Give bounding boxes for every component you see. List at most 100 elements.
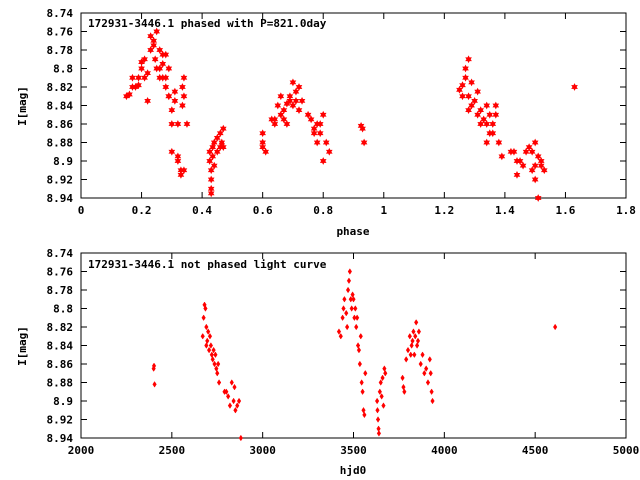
phased-data-point: [179, 83, 186, 91]
phased-y-tick-label: 8.82: [47, 81, 74, 94]
unphased-data-point: [232, 383, 237, 391]
phased-x-tick-label: 0.4: [192, 204, 212, 217]
unphased-y-tick-label: 8.74: [47, 247, 74, 260]
unphased-data-point: [344, 309, 349, 317]
unphased-y-tick-label: 8.76: [47, 266, 74, 279]
unphased-data-point: [383, 369, 388, 377]
phased-data-point: [280, 106, 288, 114]
phased-data-point: [534, 194, 542, 202]
phased-data-point: [289, 101, 297, 110]
phased-data-point: [162, 83, 170, 91]
phased-data-point: [292, 87, 300, 96]
unphased-data-point: [336, 328, 342, 335]
unphased-data-point: [351, 295, 356, 303]
phased-data-point: [209, 143, 217, 151]
phased-data-point: [465, 106, 472, 114]
unphased-y-tick-label: 8.9: [53, 395, 73, 408]
phased-data-point: [462, 73, 469, 82]
unphased-data-point: [206, 328, 211, 335]
unphased-data-point: [410, 337, 415, 345]
phased-x-tick-label: 1.6: [556, 204, 576, 217]
unphased-data-points: [151, 268, 558, 442]
unphased-x-tick-label: 2000: [68, 444, 95, 457]
phased-data-point: [498, 152, 506, 161]
phased-data-point: [286, 97, 294, 105]
phased-data-point: [307, 115, 315, 124]
unphased-data-point: [420, 351, 425, 359]
unphased-data-point: [338, 332, 343, 340]
phased-data-point: [540, 166, 548, 175]
phased-data-point: [180, 73, 188, 82]
phased-data-point: [259, 129, 266, 138]
unphased-data-point: [424, 365, 429, 372]
unphased-data-point: [411, 328, 416, 335]
phased-chart-ticks: [80, 12, 627, 199]
phased-data-point: [162, 50, 170, 59]
phased-x-tick-label: 0.8: [313, 204, 333, 217]
unphased-data-point: [380, 374, 385, 382]
unphased-data-point: [414, 319, 419, 326]
unphased-data-point: [226, 393, 231, 400]
unphased-data-point: [207, 332, 213, 340]
phased-data-point: [216, 129, 224, 138]
unphased-data-point: [358, 332, 363, 340]
phased-x-tick-label: 1.2: [434, 204, 454, 217]
phased-data-point: [183, 120, 191, 128]
phased-y-tick-label: 8.78: [47, 44, 74, 57]
phased-data-point: [168, 120, 176, 128]
phased-data-point: [165, 92, 173, 101]
unphased-data-point: [216, 360, 221, 368]
unphased-data-point: [428, 369, 433, 377]
phased-data-point: [304, 110, 312, 119]
phased-y-tick-labels: 8.74 8.76 8.78 8.8 8.82 8.84 8.86 8.88 8.9 8.92 8.…: [47, 7, 74, 205]
phased-data-point: [480, 115, 488, 124]
phased-data-point: [262, 147, 270, 156]
phased-data-point: [492, 110, 500, 119]
phased-data-point: [168, 106, 176, 114]
phased-y-tick-label: 8.94: [47, 192, 74, 205]
unphased-data-point: [345, 323, 350, 331]
phased-data-point: [360, 138, 368, 147]
phased-x-tick-label: 0.2: [132, 204, 152, 217]
phased-data-point: [483, 138, 491, 147]
phased-data-point: [207, 189, 215, 198]
unphased-y-tick-label: 8.84: [47, 340, 74, 353]
phased-data-point: [174, 157, 182, 165]
phased-data-point: [144, 97, 151, 105]
unphased-data-point: [377, 388, 382, 396]
phased-data-point: [522, 147, 530, 156]
phased-data-point: [210, 161, 218, 170]
phased-y-tick-label: 8.9: [53, 155, 73, 168]
unphased-data-point: [151, 362, 157, 370]
unphased-data-point: [236, 397, 242, 405]
phased-x-axis-label: phase: [336, 225, 369, 238]
unphased-data-point: [402, 388, 407, 396]
phased-data-point: [180, 166, 188, 175]
unphased-data-point: [353, 305, 358, 312]
unphased-data-point: [354, 323, 359, 331]
phased-data-point: [171, 87, 179, 96]
phased-data-point: [277, 92, 285, 101]
unphased-data-point: [381, 402, 386, 409]
phased-data-point: [274, 101, 282, 110]
unphased-y-tick-label: 8.78: [47, 284, 74, 297]
phased-data-point: [147, 46, 154, 54]
phased-data-point: [319, 157, 327, 165]
unphased-chart-frame: [80, 252, 627, 439]
unphased-data-point: [203, 305, 208, 312]
phased-y-tick-label: 8.74: [47, 7, 74, 20]
phased-data-point: [516, 157, 524, 165]
phased-data-point: [528, 166, 536, 175]
unphased-chart-ticks: [80, 252, 627, 439]
unphased-data-point: [375, 397, 380, 405]
unphased-y-tick-label: 8.92: [47, 414, 74, 427]
unphased-data-point: [235, 402, 240, 409]
unphased-data-point: [359, 379, 364, 386]
unphased-data-point: [342, 295, 347, 303]
unphased-data-point: [430, 397, 435, 405]
phased-data-points: [123, 27, 578, 202]
unphased-data-point: [376, 430, 382, 437]
phased-data-point: [571, 83, 578, 91]
unphased-data-point: [355, 314, 360, 322]
phased-data-point: [474, 110, 481, 119]
